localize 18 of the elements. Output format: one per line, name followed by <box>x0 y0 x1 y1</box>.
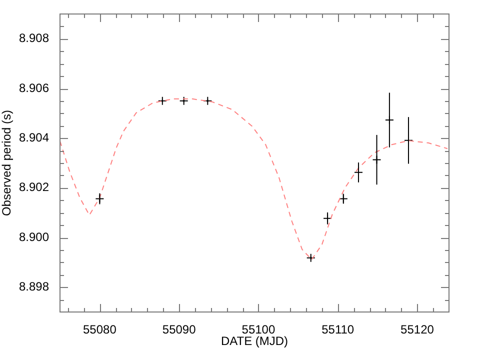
y-tick-label: 8.900 <box>18 230 50 244</box>
x-tick-label: 55110 <box>322 322 354 337</box>
y-tick-label: 8.902 <box>18 180 50 194</box>
point <box>179 96 188 106</box>
y-tick-label: 8.906 <box>18 80 50 95</box>
line-series <box>60 98 448 260</box>
y-tick-label: 8.898 <box>18 279 50 294</box>
point <box>203 96 212 106</box>
point <box>158 96 167 106</box>
point <box>306 253 316 262</box>
y-tick-label: 8.904 <box>18 130 50 144</box>
x-tick-label: 55100 <box>242 322 276 337</box>
y-axis-title: Observed period (s) <box>0 110 14 216</box>
x-tick-label: 55090 <box>162 322 196 337</box>
x-tick-label: 55120 <box>400 322 434 337</box>
x-tick-label: 55080 <box>83 322 117 337</box>
x-axis-title: DATE (MJD) <box>220 334 288 348</box>
y-tick-label: 8.908 <box>18 31 50 46</box>
